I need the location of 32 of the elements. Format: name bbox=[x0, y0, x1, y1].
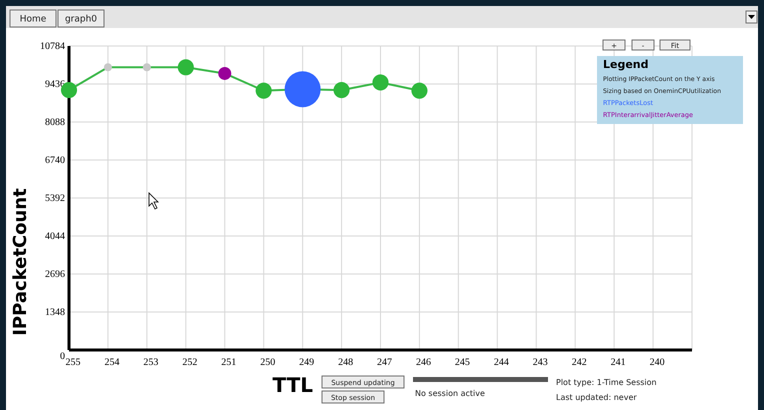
text: No session active bbox=[415, 389, 485, 398]
y-tick-label: 10784 bbox=[40, 41, 65, 52]
x-tick-label: 247 bbox=[377, 357, 392, 368]
x-tick-label: 240 bbox=[650, 357, 665, 368]
text: Plot type: 1-Time Session bbox=[556, 378, 657, 387]
y-tick-label: 0 bbox=[60, 351, 65, 362]
x-tick-label: 252 bbox=[182, 357, 198, 368]
legend-title: Legend bbox=[603, 58, 649, 71]
x-tick-label: 249 bbox=[299, 357, 314, 368]
y-tick-label: 8088 bbox=[45, 117, 65, 128]
y-tick-label: 1348 bbox=[45, 307, 65, 318]
y-tick-label: 5392 bbox=[45, 193, 65, 204]
text: Last updated: never bbox=[556, 393, 638, 402]
x-tick-label: 245 bbox=[454, 357, 470, 368]
y-axis-title: IPPacketCount bbox=[10, 188, 31, 336]
x-tick-label: 253 bbox=[143, 357, 158, 368]
text: Home bbox=[20, 14, 47, 24]
x-axis-title: TTL bbox=[272, 373, 314, 397]
caption: graph0 bbox=[64, 14, 98, 24]
x-tick-label: 246 bbox=[416, 357, 431, 368]
x-tick-label: 251 bbox=[221, 357, 236, 368]
x-tick-label: 250 bbox=[260, 357, 276, 368]
x-tick-label: 242 bbox=[572, 357, 587, 368]
x-tick-label: 243 bbox=[532, 357, 548, 368]
y-tick-label: 4044 bbox=[45, 231, 65, 242]
x-tick-label: 248 bbox=[338, 357, 354, 368]
y-tick-label: 2696 bbox=[45, 269, 65, 280]
x-tick-label: 254 bbox=[104, 357, 120, 368]
x-tick-label: 244 bbox=[494, 357, 509, 368]
y-tick-label: 6740 bbox=[45, 155, 65, 166]
x-tick-label: 255 bbox=[66, 357, 80, 368]
x-tick-label: 241 bbox=[610, 357, 626, 368]
